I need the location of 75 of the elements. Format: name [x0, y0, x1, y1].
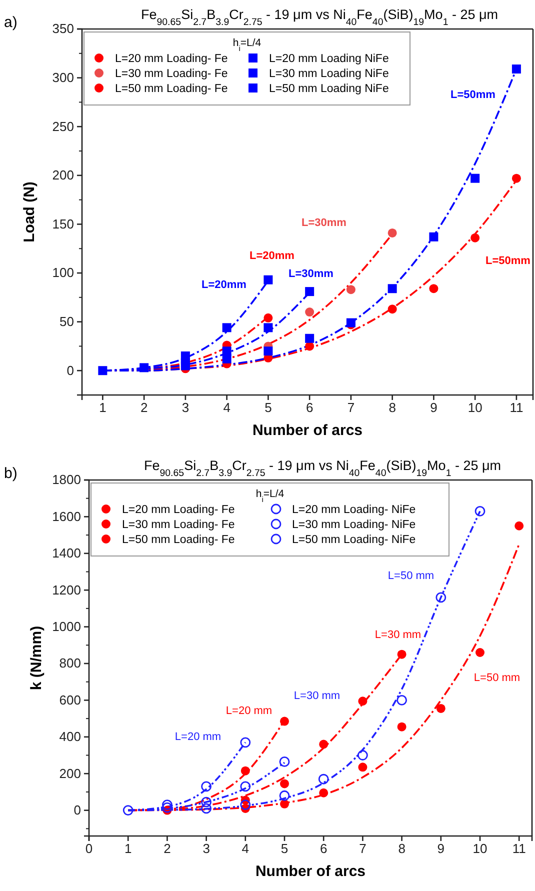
y-tick-label: 1800 [52, 472, 81, 488]
x-tick-label: 2 [140, 400, 148, 416]
legend-label: L=20 mm Loading NiFe [269, 53, 389, 65]
y-tick-label: 1600 [52, 508, 81, 524]
x-tick-label: 4 [223, 400, 230, 416]
text: b) [4, 465, 18, 482]
y-tick-label: 0 [66, 362, 74, 378]
y-axis-title: Load (N) [21, 182, 38, 242]
x-axis-title: Number of arcs [255, 863, 366, 880]
x-tick-label: 10 [468, 400, 482, 416]
x-axis-title: Number of arcs [252, 422, 363, 439]
x-tick-label: 10 [472, 841, 488, 856]
x-tick-label: 5 [264, 400, 272, 416]
x-tick-label: 6 [320, 841, 328, 856]
legend-label: L=30 mm Loading NiFe [269, 68, 389, 80]
y-tick-label: 1000 [52, 618, 81, 634]
x-tick-label: 11 [512, 841, 526, 856]
legend-label: L=50 mm Loading- NiFe [292, 534, 416, 546]
annotation: L=50mm [450, 89, 496, 101]
x-tick-label: 3 [202, 841, 210, 856]
annotation: L=30mm [288, 268, 334, 280]
y-tick-label: 100 [52, 265, 74, 280]
x-tick-label: 4 [242, 841, 250, 856]
x-tick-label: 5 [280, 841, 288, 856]
y-tick-label: 50 [60, 314, 74, 329]
x-tick-label: 0 [85, 841, 93, 856]
x-tick-label: 11 [510, 400, 524, 416]
x-tick-label: 8 [388, 400, 396, 416]
annotation: L=30 mm [294, 690, 340, 702]
legend-label: L=30 mm Loading- NiFe [292, 519, 416, 531]
chart-title: Fe$_{90.65}$Si$_{2.7}$B$_{3.9}$Cr$_{2.75}$ - 19 μm vs Ni$_{40}$Fe$_{40}$(SiB)$_{19}$Mo$_{1}$ - 25 μm [144, 458, 502, 478]
y-tick-label: 0 [74, 802, 81, 818]
chart-title: Fe$_{90.65}$Si$_{2.7}$B$_{3.9}$Cr$_{2.75}$ - 19 μm vs Ni$_{40}$Fe$_{40}$(SiB)$_{19}$Mo$_{1}$ - 25 μm [140, 7, 498, 28]
legend-label: L=50 mm Loading- Fe [122, 534, 235, 546]
y-tick-label: 1200 [52, 582, 81, 598]
y-tick-label: 300 [52, 70, 74, 85]
legend-label: L=20 mm Loading- Fe [122, 504, 235, 516]
annotation: L=50mm [486, 255, 531, 267]
y-tick-label: 800 [59, 656, 81, 671]
legend-title: h$_{i}$=L/4 [256, 488, 284, 504]
x-tick-label: 8 [398, 841, 406, 856]
y-tick-label: 400 [59, 729, 81, 744]
annotation: L=20mm [202, 279, 247, 291]
annotation: L=30 mm [374, 629, 422, 641]
y-tick-label: 250 [52, 118, 74, 134]
annotation: L=50 mm [474, 672, 520, 684]
annotation: L=50 mm [388, 570, 434, 582]
annotation: L=20 mm [174, 731, 222, 743]
annotation: L=30mm [302, 217, 347, 229]
x-tick-label: 3 [182, 400, 190, 416]
x-tick-label: 1 [124, 841, 132, 856]
legend-label: L=50 mm Loading- Fe [115, 83, 228, 95]
legend-label: L=30 mm Loading- Fe [122, 519, 235, 531]
x-tick-label: 7 [359, 841, 366, 856]
legend-label: L=20 mm Loading- Fe [115, 53, 228, 65]
legend-title: h$_{i}$=L/4 [232, 37, 262, 52]
x-tick-label: 9 [430, 400, 438, 416]
legend-label: L=20 mm Loading- NiFe [292, 504, 416, 516]
y-tick-label: 350 [52, 21, 74, 36]
annotation: L=20 mm [226, 705, 272, 717]
y-axis-title: k (N/mm) [28, 626, 45, 690]
x-tick-label: 1 [99, 400, 106, 416]
y-tick-label: 200 [52, 168, 74, 183]
x-tick-label: 2 [164, 841, 171, 856]
y-tick-label: 600 [59, 692, 81, 708]
legend-label: L=50 mm Loading NiFe [269, 83, 389, 95]
y-tick-label: 200 [59, 766, 81, 781]
text: a) [4, 14, 18, 31]
legend-label: L=30 mm Loading- Fe [115, 68, 228, 80]
x-tick-label: 7 [347, 400, 355, 416]
y-tick-label: 1400 [52, 546, 81, 561]
annotation: L=20mm [250, 250, 295, 262]
x-tick-label: 9 [437, 841, 445, 856]
x-tick-label: 6 [306, 400, 314, 416]
y-tick-label: 150 [52, 216, 74, 232]
